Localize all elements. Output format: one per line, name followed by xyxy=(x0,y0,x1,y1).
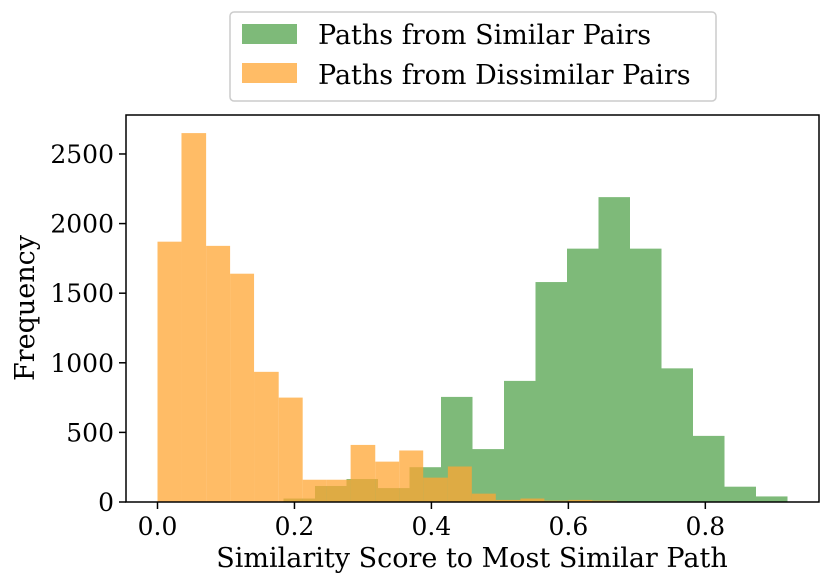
ticks-layer: 0.0 0.2 0.4 0.6 0.8 0 500 1000 1500 2000 2500 xyxy=(50,140,725,541)
histogram-bar xyxy=(568,499,593,502)
x-tick-label: 0.2 xyxy=(275,512,315,541)
histogram-bar xyxy=(181,133,207,502)
y-tick-label: 2500 xyxy=(50,140,114,169)
histogram-bar xyxy=(471,493,496,502)
histogram-bar xyxy=(495,499,521,502)
histogram-bar xyxy=(724,486,756,502)
x-axis-label: Similarity Score to Most Similar Path xyxy=(216,543,727,574)
histogram-bar xyxy=(598,197,630,502)
histogram-bar xyxy=(472,449,504,502)
y-tick-label: 2000 xyxy=(50,210,114,239)
histogram-bar xyxy=(206,245,231,503)
legend-label-similar: Paths from Similar Pairs xyxy=(318,20,651,51)
histogram-bar xyxy=(230,273,255,502)
histogram-bar xyxy=(630,248,662,502)
x-tick-label: 0.6 xyxy=(548,512,588,541)
histogram-bar xyxy=(423,477,448,502)
histogram-bar xyxy=(756,496,788,502)
histogram-bar xyxy=(567,248,599,502)
legend-frame xyxy=(229,11,717,102)
legend-swatch-similar xyxy=(242,24,297,44)
histogram-bar xyxy=(399,450,424,502)
histogram-bar xyxy=(350,444,376,502)
y-axis-label: Frequency xyxy=(10,234,41,381)
histogram-bar xyxy=(520,498,545,502)
histogram-bar xyxy=(157,241,182,502)
y-tick-label: 1000 xyxy=(50,349,114,378)
histogram-bar xyxy=(278,397,303,502)
x-tick-label: 0.0 xyxy=(138,512,178,541)
y-tick-label: 0 xyxy=(98,488,114,517)
histogram-bar xyxy=(254,371,279,502)
histogram-bar xyxy=(535,282,567,502)
legend-swatch-dissimilar xyxy=(242,63,297,83)
histogram-bar xyxy=(504,380,536,502)
histogram-bar xyxy=(661,368,693,502)
x-tick-label: 0.8 xyxy=(685,512,725,541)
plot-frame xyxy=(125,114,820,503)
series-dissimilar xyxy=(157,133,617,503)
bars-layer xyxy=(157,133,788,503)
legend-label-dissimilar: Paths from Dissimilar Pairs xyxy=(318,60,691,91)
legend: Paths from Similar Pairs Paths from Diss… xyxy=(229,11,717,102)
x-tick-label: 0.4 xyxy=(412,512,452,541)
histogram-bar xyxy=(326,479,351,502)
series-similar xyxy=(283,197,788,502)
y-tick-label: 500 xyxy=(66,418,114,447)
histogram-bar xyxy=(375,461,400,502)
y-tick-label: 1500 xyxy=(50,279,114,308)
histogram-bar xyxy=(447,466,472,502)
histogram-bar xyxy=(693,435,725,502)
histogram-bar xyxy=(302,479,327,502)
